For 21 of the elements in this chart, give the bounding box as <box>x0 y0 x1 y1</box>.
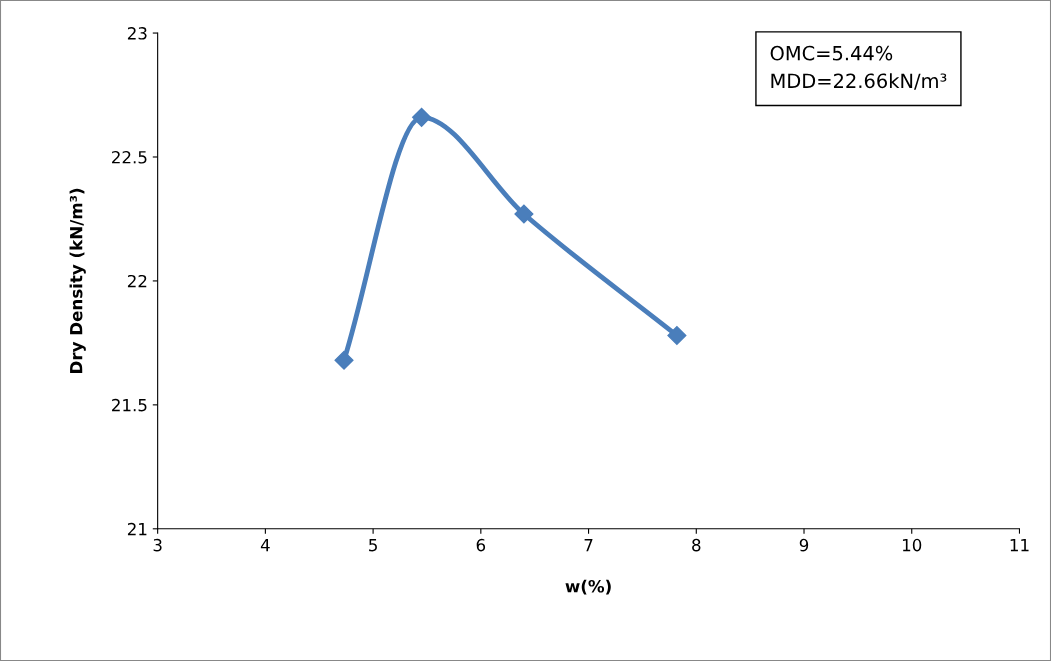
y-tick-label: 21.5 <box>112 398 147 412</box>
x-tick-label: 9 <box>799 538 809 552</box>
annotation: OMC=5.44% MDD=22.66kN/m³ <box>770 45 947 90</box>
x-tick-label: 4 <box>260 539 270 552</box>
point <box>412 107 432 127</box>
x-tick-label: 11 <box>1010 539 1029 552</box>
point <box>514 204 534 224</box>
x-tick-label: 3 <box>153 538 162 552</box>
x-tick-label: 6 <box>476 538 486 552</box>
x-axis-title: w(%) <box>565 579 611 595</box>
point <box>667 325 687 345</box>
y-tick-label: 21 <box>127 522 147 536</box>
point <box>334 350 354 370</box>
x-tick-label: 10 <box>902 538 922 552</box>
x-tick-label: 7 <box>584 539 593 552</box>
y-tick-label: 22 <box>127 274 147 288</box>
x-tick-label: 5 <box>369 539 377 552</box>
y-axis-title: Dry Density (kN/m³) <box>69 188 86 373</box>
y-tick-label: 22.5 <box>112 150 147 164</box>
x-tick-label: 8 <box>692 538 701 552</box>
y-tick-label: 23 <box>127 27 147 40</box>
